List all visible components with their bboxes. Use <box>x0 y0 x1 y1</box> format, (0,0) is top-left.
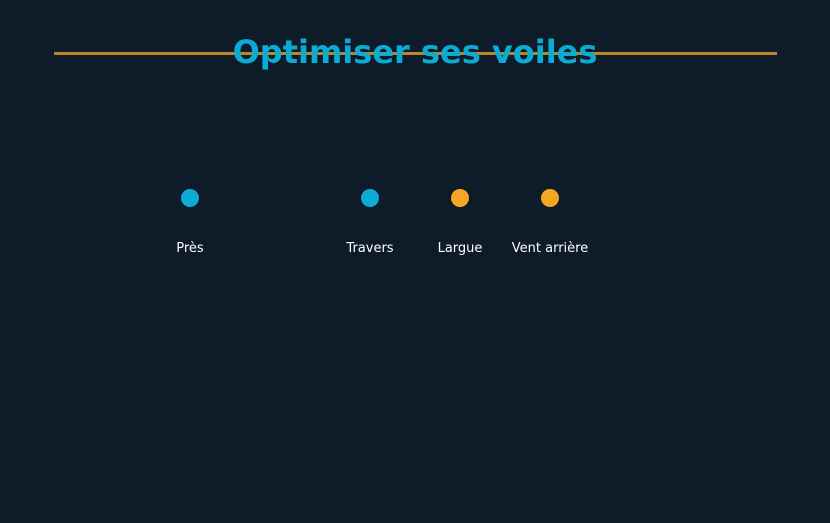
title-rule <box>54 52 777 55</box>
page-title: Optimiser ses voiles <box>232 33 598 71</box>
point-marker-largue <box>451 189 469 207</box>
point-marker-pres <box>181 189 199 207</box>
point-label-largue: Largue <box>437 241 483 256</box>
point-marker-travers <box>361 189 379 207</box>
point-label-vent-arriere: Vent arrière <box>511 241 589 256</box>
point-label-pres: Près <box>176 241 204 256</box>
point-marker-vent-arriere <box>541 189 559 207</box>
point-label-travers: Travers <box>346 241 394 256</box>
